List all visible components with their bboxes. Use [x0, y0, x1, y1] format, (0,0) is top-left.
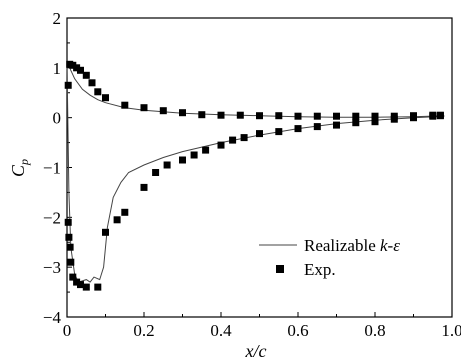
exp-data-point	[102, 228, 109, 236]
exp-data-point	[121, 101, 129, 109]
exp-data-point	[64, 81, 72, 89]
exp-data-point	[410, 114, 417, 122]
y-axis: 2 1 0 −1 −2 −3 −4	[43, 9, 72, 327]
exp-data-point	[236, 111, 244, 119]
legend-line-label-math: k-ε	[380, 236, 400, 255]
x-tick-label: 0.2	[133, 321, 154, 340]
y-tick-label: 1	[53, 59, 62, 78]
series-layer	[64, 60, 445, 291]
exp-data-point	[240, 134, 248, 142]
exp-data-point	[140, 183, 148, 191]
x-tick-label: 0.6	[287, 321, 308, 340]
exp-data-point	[82, 283, 90, 291]
exp-data-point	[429, 112, 437, 120]
exp-data-point	[94, 88, 102, 96]
y-axis-title-main: C	[8, 164, 28, 177]
x-tick-label: 1.0	[441, 321, 461, 340]
x-axis-title: x/c	[245, 341, 267, 361]
y-axis-title-sub: p	[17, 159, 31, 166]
exp-data-point	[82, 71, 90, 79]
exp-data-point	[294, 112, 302, 120]
exp-data-point	[179, 109, 186, 117]
plot-area	[66, 17, 453, 318]
exp-data-point	[73, 278, 81, 286]
exp-data-point	[69, 61, 77, 69]
exp-data-point	[179, 156, 186, 164]
series-line-upper-surface	[66, 62, 445, 118]
exp-data-point	[94, 283, 102, 291]
exp-data-point	[77, 281, 84, 289]
x-tick-label: 0.4	[210, 321, 232, 340]
exp-data-point	[67, 258, 75, 266]
exp-data-point	[77, 66, 84, 74]
exp-data-point	[352, 112, 360, 120]
exp-data-point	[198, 111, 206, 119]
y-tick-label: −3	[43, 258, 61, 277]
exp-data-point	[294, 125, 302, 133]
exp-data-point	[113, 216, 121, 224]
exp-data-point	[352, 119, 360, 127]
x-axis: 0 0.2 0.4 0.6 0.8 1.0	[63, 312, 461, 340]
exp-data-point	[313, 112, 321, 120]
exp-data-point	[88, 79, 96, 87]
legend-line-label-prefix: Realizable	[304, 236, 380, 255]
exp-data-point	[229, 136, 237, 144]
exp-data-point	[275, 112, 283, 120]
x-tick-label: 0.8	[364, 321, 385, 340]
exp-data-point	[390, 115, 398, 123]
exp-data-point	[152, 169, 160, 176]
exp-data-point	[66, 243, 74, 251]
exp-data-point	[217, 111, 225, 119]
exp-data-point	[140, 104, 148, 112]
exp-data-point	[65, 233, 73, 241]
exp-data-point	[371, 112, 379, 120]
exp-data-point	[163, 161, 171, 169]
exp-data-point	[313, 123, 321, 131]
plot-frame	[66, 17, 453, 318]
exp-data-point	[121, 208, 129, 216]
exp-data-point	[371, 118, 379, 126]
exp-data-point	[69, 273, 77, 281]
exp-data-point	[275, 128, 283, 136]
exp-data-point	[333, 112, 340, 120]
legend: Realizable k-ε Exp.	[259, 236, 400, 279]
legend-marker-symbol	[276, 265, 284, 273]
legend-marker-label: Exp.	[304, 260, 336, 279]
y-tick-label: 0	[53, 109, 62, 128]
exp-data-point	[159, 107, 167, 115]
exp-data-point	[217, 141, 225, 149]
x-tick-label: 0	[63, 321, 72, 340]
exp-data-point	[256, 130, 263, 138]
legend-line-label: Realizable k-ε	[304, 236, 400, 255]
exp-data-point	[64, 218, 72, 226]
y-tick-label: −2	[43, 208, 61, 227]
exp-data-point	[333, 121, 340, 129]
y-tick-label: −1	[43, 159, 61, 178]
y-tick-label: −4	[43, 308, 62, 327]
y-axis-title: Cp	[8, 159, 31, 177]
exp-data-point	[190, 151, 198, 159]
exp-data-point	[102, 94, 109, 102]
exp-data-point	[202, 146, 210, 154]
exp-data-point	[436, 111, 444, 119]
exp-data-point	[256, 112, 263, 120]
y-tick-label: 2	[53, 9, 62, 28]
exp-data-point	[73, 64, 81, 72]
